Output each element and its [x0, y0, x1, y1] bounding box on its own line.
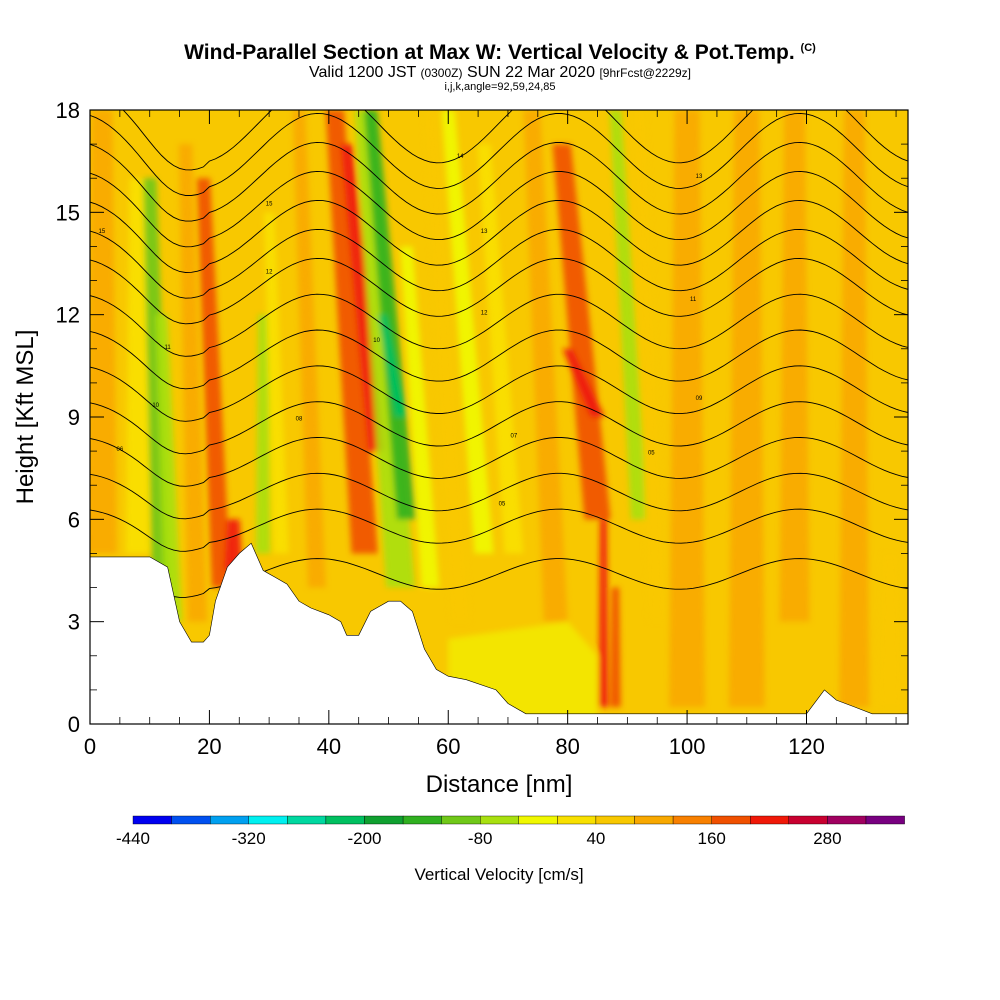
x-tick-label: 80: [555, 734, 579, 759]
colorbar-tick-label: 160: [698, 829, 726, 848]
colorbar-swatch: [480, 815, 520, 825]
axes: 0 20 40 60 80 100 120 0 3 6 9 12 15 18: [56, 98, 908, 759]
colorbar-swatch: [750, 815, 790, 825]
contour-label: 12: [266, 270, 273, 276]
potential-temperature-contours: 15 15 14 13 13 12 12 11 11 10 10 09 08 07 06 05 05: [90, 110, 908, 598]
y-tick-label: 6: [68, 507, 80, 532]
y-tick-label: 3: [68, 610, 80, 635]
contour-label: 13: [696, 174, 703, 180]
colorbar-tick-label: 40: [586, 829, 605, 848]
contour-label: 07: [511, 434, 518, 440]
colorbar-tick-label: -200: [347, 829, 381, 848]
colorbar-swatch: [364, 815, 404, 825]
colorbar-tick-label: -320: [232, 829, 266, 848]
x-axis-title: Distance [nm]: [426, 771, 573, 798]
x-tick-label: 20: [197, 734, 221, 759]
colorbar-title: Vertical Velocity [cm/s]: [414, 865, 583, 884]
contour-label: 15: [99, 229, 106, 235]
colorbar-swatch: [441, 815, 481, 825]
y-tick-label: 0: [68, 712, 80, 737]
y-tick-label: 15: [56, 200, 80, 225]
colorbar-swatch: [634, 815, 674, 825]
terrain-mask: [89, 542, 909, 725]
colorbar-swatch: [788, 815, 828, 825]
colorbar-swatch: [595, 815, 635, 825]
colorbar-tick-label: -80: [468, 829, 493, 848]
contour-label: 06: [117, 447, 124, 453]
colorbar-swatch: [711, 815, 751, 825]
colorbar-tick-label: -440: [116, 829, 150, 848]
colorbar-swatch: [402, 815, 442, 825]
contour-label: 12: [481, 311, 488, 317]
contour-label: 05: [648, 451, 655, 457]
contour-label: 05: [499, 502, 506, 508]
colorbar-swatch: [248, 815, 288, 825]
contour-label: 11: [164, 345, 171, 351]
y-axis-title: Height [Kft MSL]: [12, 330, 39, 505]
colorbar-swatch: [132, 815, 172, 825]
x-tick-label: 120: [788, 734, 825, 759]
chart-indices: i,j,k,angle=92,59,24,85: [444, 81, 556, 93]
contour-label: 08: [296, 416, 303, 422]
contour-label: 10: [152, 403, 159, 409]
contour-label: 13: [481, 229, 488, 235]
colorbar-swatch: [171, 815, 211, 825]
colorbar-swatch: [209, 815, 249, 825]
contour-label: 09: [696, 396, 703, 402]
colorbar-tick-label: 280: [813, 829, 841, 848]
colorbar-swatch: [287, 815, 327, 825]
colorbar: -440 -320 -200 -80 40 160 280: [116, 815, 905, 848]
colorbar-swatch: [672, 815, 712, 825]
colorbar-swatch: [865, 815, 905, 825]
contour-label: 11: [690, 297, 697, 303]
y-tick-label: 18: [56, 98, 80, 123]
colorbar-swatch: [518, 815, 558, 825]
contour-label: 14: [457, 154, 464, 160]
chart-title-block: Wind-Parallel Section at Max W: Vertical…: [0, 36, 1000, 93]
colorbar-swatch: [325, 815, 365, 825]
chart-title: Wind-Parallel Section at Max W: Vertical…: [184, 41, 816, 64]
colorbar-swatch: [557, 815, 597, 825]
contour-label: 15: [266, 202, 273, 208]
x-tick-label: 60: [436, 734, 460, 759]
x-tick-label: 40: [317, 734, 341, 759]
colorbar-swatch: [827, 815, 867, 825]
y-tick-label: 9: [68, 405, 80, 430]
x-tick-label: 100: [669, 734, 706, 759]
contour-label: 10: [373, 338, 380, 344]
chart-subtitle: Valid 1200 JST (0300Z) SUN 22 Mar 2020 […: [308, 64, 692, 81]
y-tick-label: 12: [56, 303, 80, 328]
x-tick-label: 0: [84, 734, 96, 759]
